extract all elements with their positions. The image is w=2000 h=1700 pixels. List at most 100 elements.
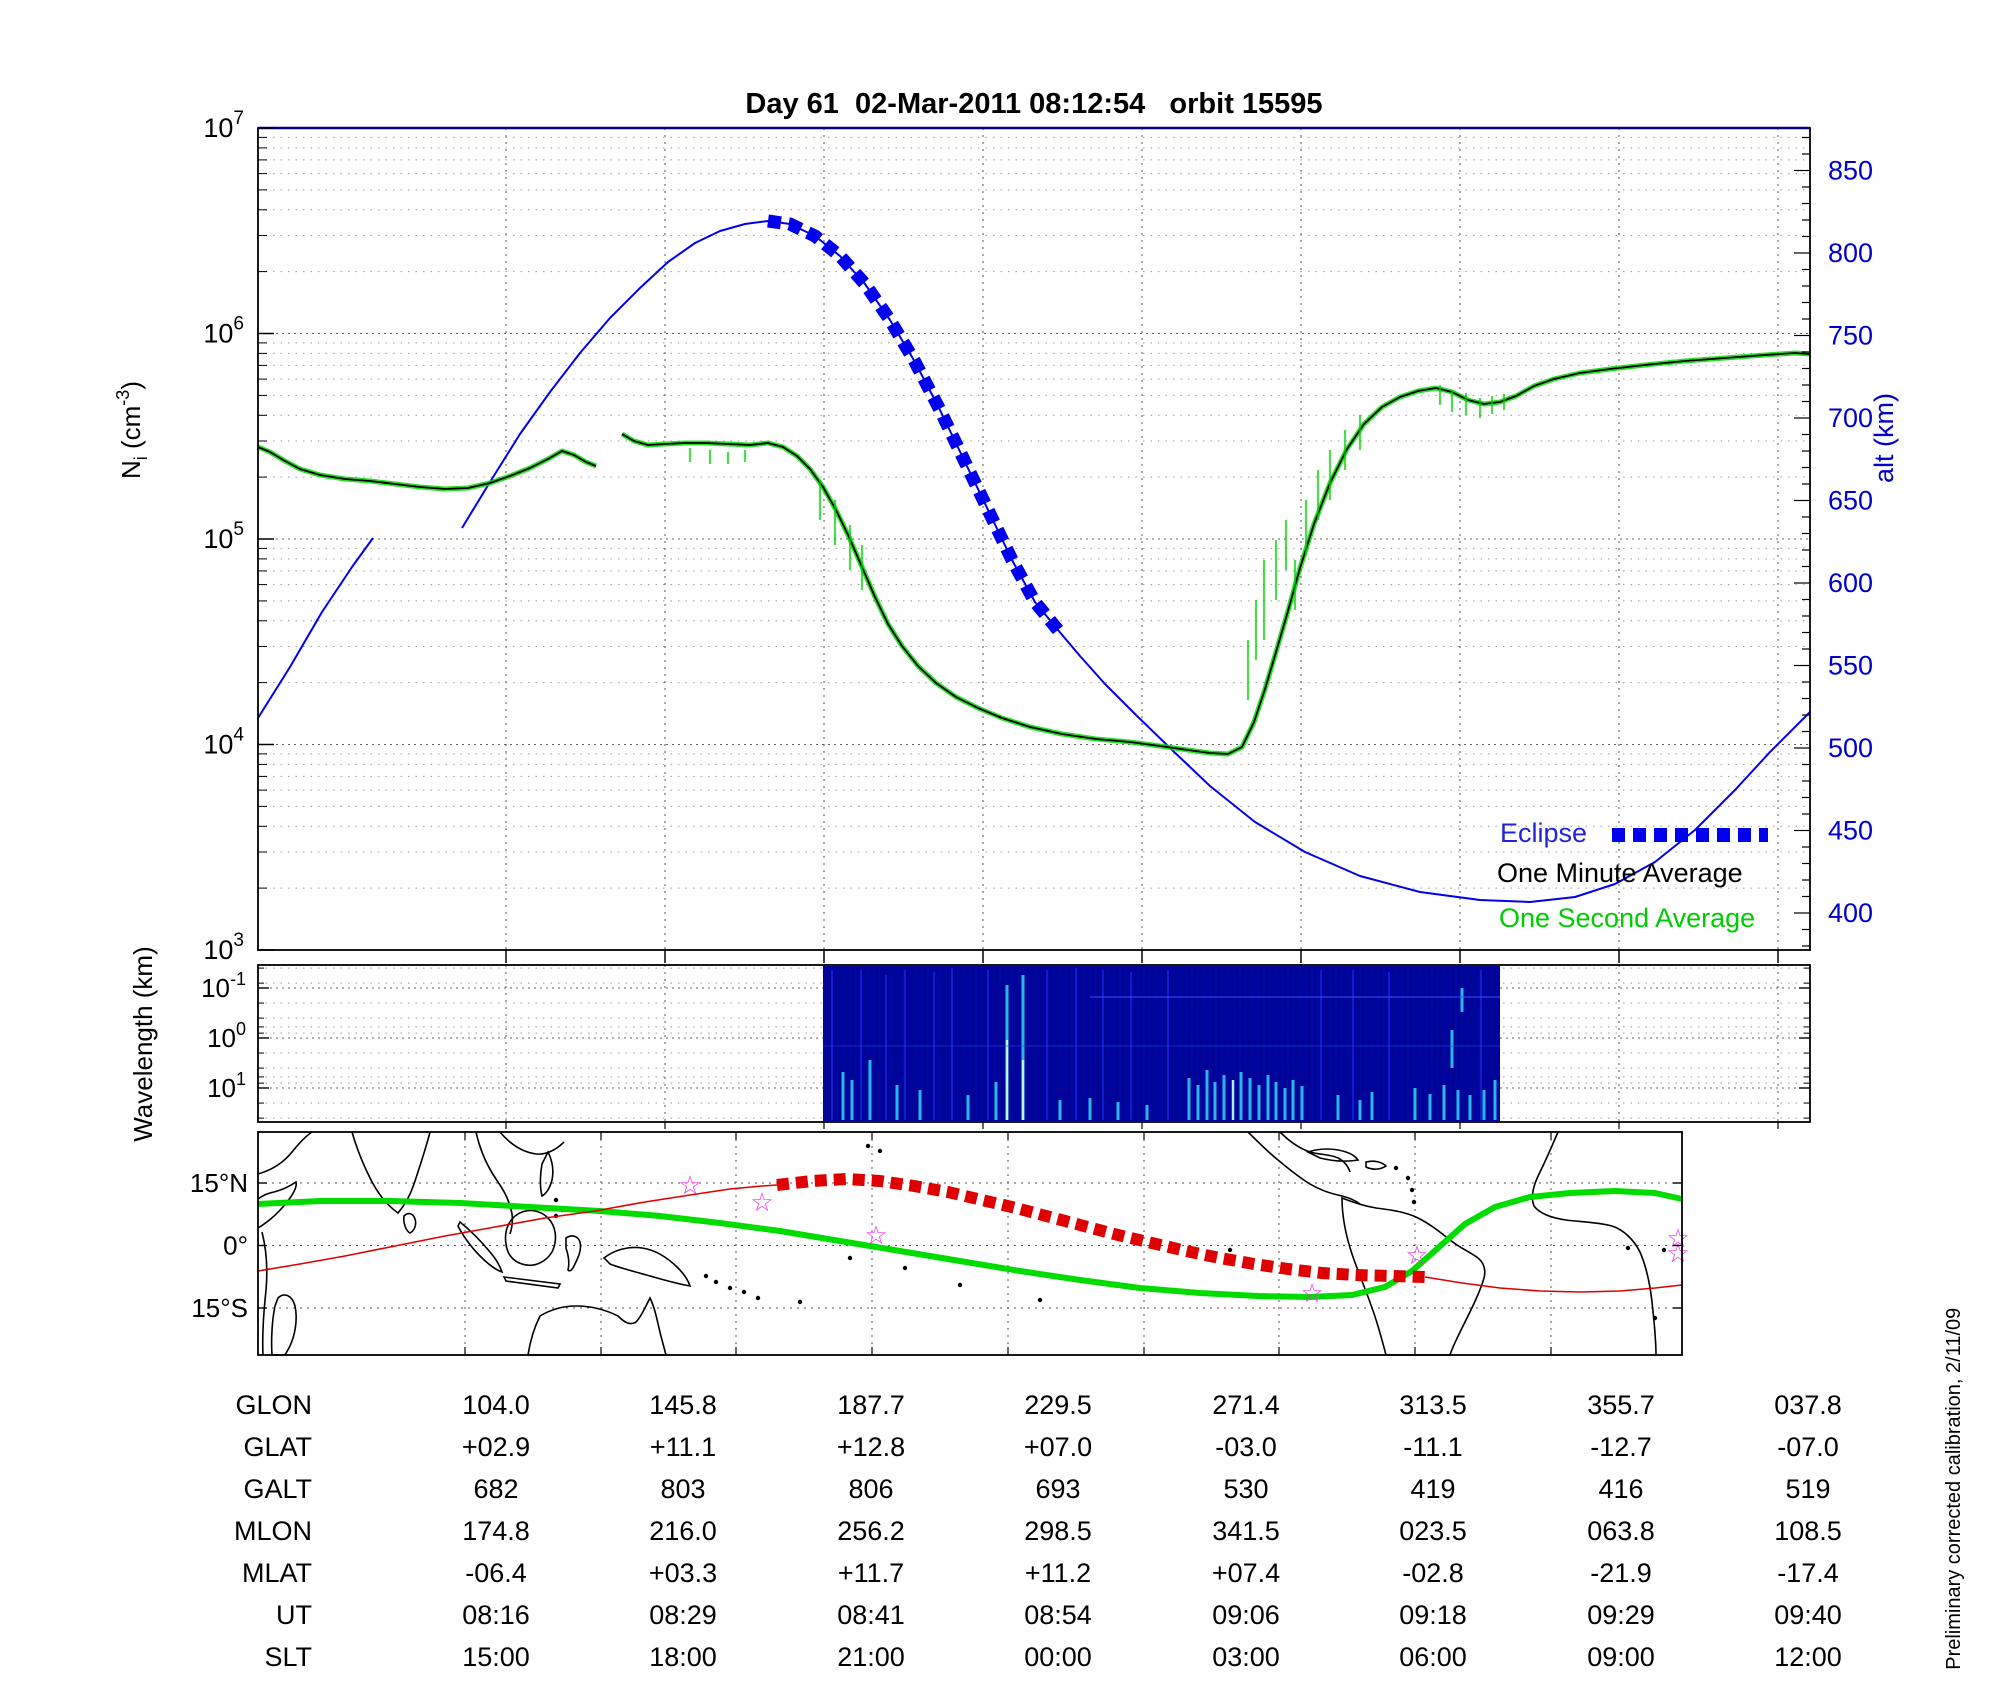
island-dot — [1405, 1175, 1411, 1181]
table-cell-ut-5: 09:18 — [1399, 1600, 1467, 1630]
table-cell-slt-3: 00:00 — [1024, 1642, 1092, 1672]
table-cell-glon-0: 104.0 — [462, 1390, 530, 1420]
island-dot — [713, 1279, 719, 1285]
coastline — [1305, 1148, 1360, 1162]
alt-tick-label: 750 — [1828, 321, 1873, 351]
ground-station-star: ☆ — [1405, 1240, 1428, 1270]
table-cell-ut-2: 08:41 — [837, 1600, 905, 1630]
table-cell-slt-0: 15:00 — [462, 1642, 530, 1672]
table-cell-galt-5: 419 — [1410, 1474, 1456, 1504]
table-cell-mlon-2: 256.2 — [837, 1516, 905, 1546]
alt-axis-title: alt (km) — [1869, 393, 1899, 483]
table-cell-ut-3: 08:54 — [1024, 1600, 1092, 1630]
ni-tick-label: 104 — [203, 725, 244, 760]
coastline — [270, 1294, 297, 1356]
island-dot — [1037, 1297, 1043, 1303]
ni-tick-label: 105 — [203, 519, 244, 554]
coastline — [565, 1235, 582, 1272]
alt-tick-label: 850 — [1828, 156, 1873, 186]
coastline — [1365, 1160, 1388, 1170]
table-cell-glon-4: 271.4 — [1212, 1390, 1280, 1420]
wavelength-axis-title: Wavelength (km) — [128, 946, 158, 1142]
island-dot — [902, 1265, 908, 1271]
island-dot — [741, 1289, 747, 1295]
table-cell-galt-0: 682 — [473, 1474, 519, 1504]
alt-tick-label: 400 — [1828, 898, 1873, 928]
table-cell-glon-1: 145.8 — [649, 1390, 717, 1420]
table-cell-galt-7: 519 — [1785, 1474, 1831, 1504]
table-cell-glat-7: -07.0 — [1777, 1432, 1839, 1462]
page-title: Day 61 02-Mar-2011 08:12:54 orbit 15595 — [745, 88, 1323, 120]
table-cell-galt-1: 803 — [660, 1474, 706, 1504]
island-dot — [755, 1295, 761, 1301]
table-cell-mlat-0: -06.4 — [465, 1558, 527, 1588]
island-dot — [957, 1282, 963, 1288]
table-cell-ut-0: 08:16 — [462, 1600, 530, 1630]
ground-station-star: ☆ — [1666, 1238, 1689, 1268]
legend-eclipse-label: Eclipse — [1500, 818, 1588, 848]
coastline — [504, 1209, 557, 1267]
table-cell-mlon-3: 298.5 — [1024, 1516, 1092, 1546]
coastline — [502, 1276, 562, 1289]
alt-tick-label: 500 — [1828, 733, 1873, 763]
island-dot — [1625, 1245, 1631, 1251]
table-cell-mlon-5: 023.5 — [1399, 1516, 1467, 1546]
density-one-minute-a — [257, 446, 597, 490]
coastline — [539, 1150, 554, 1198]
coastline — [257, 1131, 313, 1175]
table-cell-glat-3: +07.0 — [1023, 1432, 1093, 1462]
table-cell-glat-5: -11.1 — [1403, 1432, 1463, 1462]
map-frame — [257, 1131, 1683, 1356]
island-dot — [1652, 1315, 1658, 1321]
ni-tick-label: 106 — [203, 314, 244, 349]
table-cell-glat-6: -12.7 — [1590, 1432, 1652, 1462]
table-cell-slt-2: 21:00 — [837, 1642, 905, 1672]
table-row-label-slt: SLT — [264, 1642, 312, 1672]
table-cell-glat-2: +12.8 — [836, 1432, 906, 1462]
coastline — [1531, 1131, 1657, 1356]
coastline — [1247, 1131, 1361, 1205]
island-dot — [1227, 1247, 1233, 1253]
footer-line-1: Preliminary corrected calibration, 2/11/… — [1943, 1307, 1965, 1670]
coastline — [257, 1180, 298, 1229]
island-dot — [1411, 1199, 1417, 1205]
coastline — [499, 1131, 565, 1155]
table-cell-mlat-1: +03.3 — [648, 1558, 718, 1588]
table-cell-slt-7: 12:00 — [1774, 1642, 1842, 1672]
ni-tick-label: 107 — [203, 108, 244, 143]
coastline — [403, 1212, 417, 1234]
coastline — [261, 1231, 268, 1356]
table-cell-glon-5: 313.5 — [1399, 1390, 1467, 1420]
latitude-tick-label: 0° — [223, 1231, 248, 1261]
alt-tick-label: 550 — [1828, 651, 1873, 681]
coastline — [527, 1296, 668, 1356]
table-cell-slt-1: 18:00 — [649, 1642, 717, 1672]
ground-station-star: ☆ — [1666, 1223, 1689, 1253]
altitude-curve — [461, 220, 1811, 903]
latitude-tick-label: 15°S — [191, 1293, 248, 1323]
legend-one-second-label: One Second Average — [1499, 903, 1756, 933]
island-dot — [727, 1285, 733, 1291]
altitude-gap-segment — [257, 537, 374, 719]
legend-one-minute-label: One Minute Average — [1497, 858, 1743, 888]
table-cell-mlat-5: -02.8 — [1402, 1558, 1464, 1588]
alt-tick-label: 700 — [1828, 403, 1873, 433]
table-row-label-mlon: MLON — [233, 1516, 312, 1546]
table-row-label-ut: UT — [276, 1600, 312, 1630]
table-cell-galt-2: 806 — [848, 1474, 894, 1504]
island-dot — [703, 1273, 709, 1279]
table-cell-galt-3: 693 — [1035, 1474, 1081, 1504]
table-cell-galt-4: 530 — [1223, 1474, 1269, 1504]
coastline — [457, 1220, 504, 1274]
island-dot — [877, 1148, 883, 1154]
table-cell-mlon-0: 174.8 — [462, 1516, 530, 1546]
table-cell-galt-6: 416 — [1598, 1474, 1644, 1504]
island-dot — [553, 1197, 559, 1203]
alt-tick-label: 450 — [1828, 816, 1873, 846]
table-row-label-glon: GLON — [235, 1390, 312, 1420]
table-row-label-galt: GALT — [243, 1474, 312, 1504]
footer-production-note: Preliminary corrected calibration, 2/11/… — [1906, 1052, 2000, 1692]
island-dot — [1393, 1165, 1399, 1171]
alt-tick-label: 650 — [1828, 486, 1873, 516]
